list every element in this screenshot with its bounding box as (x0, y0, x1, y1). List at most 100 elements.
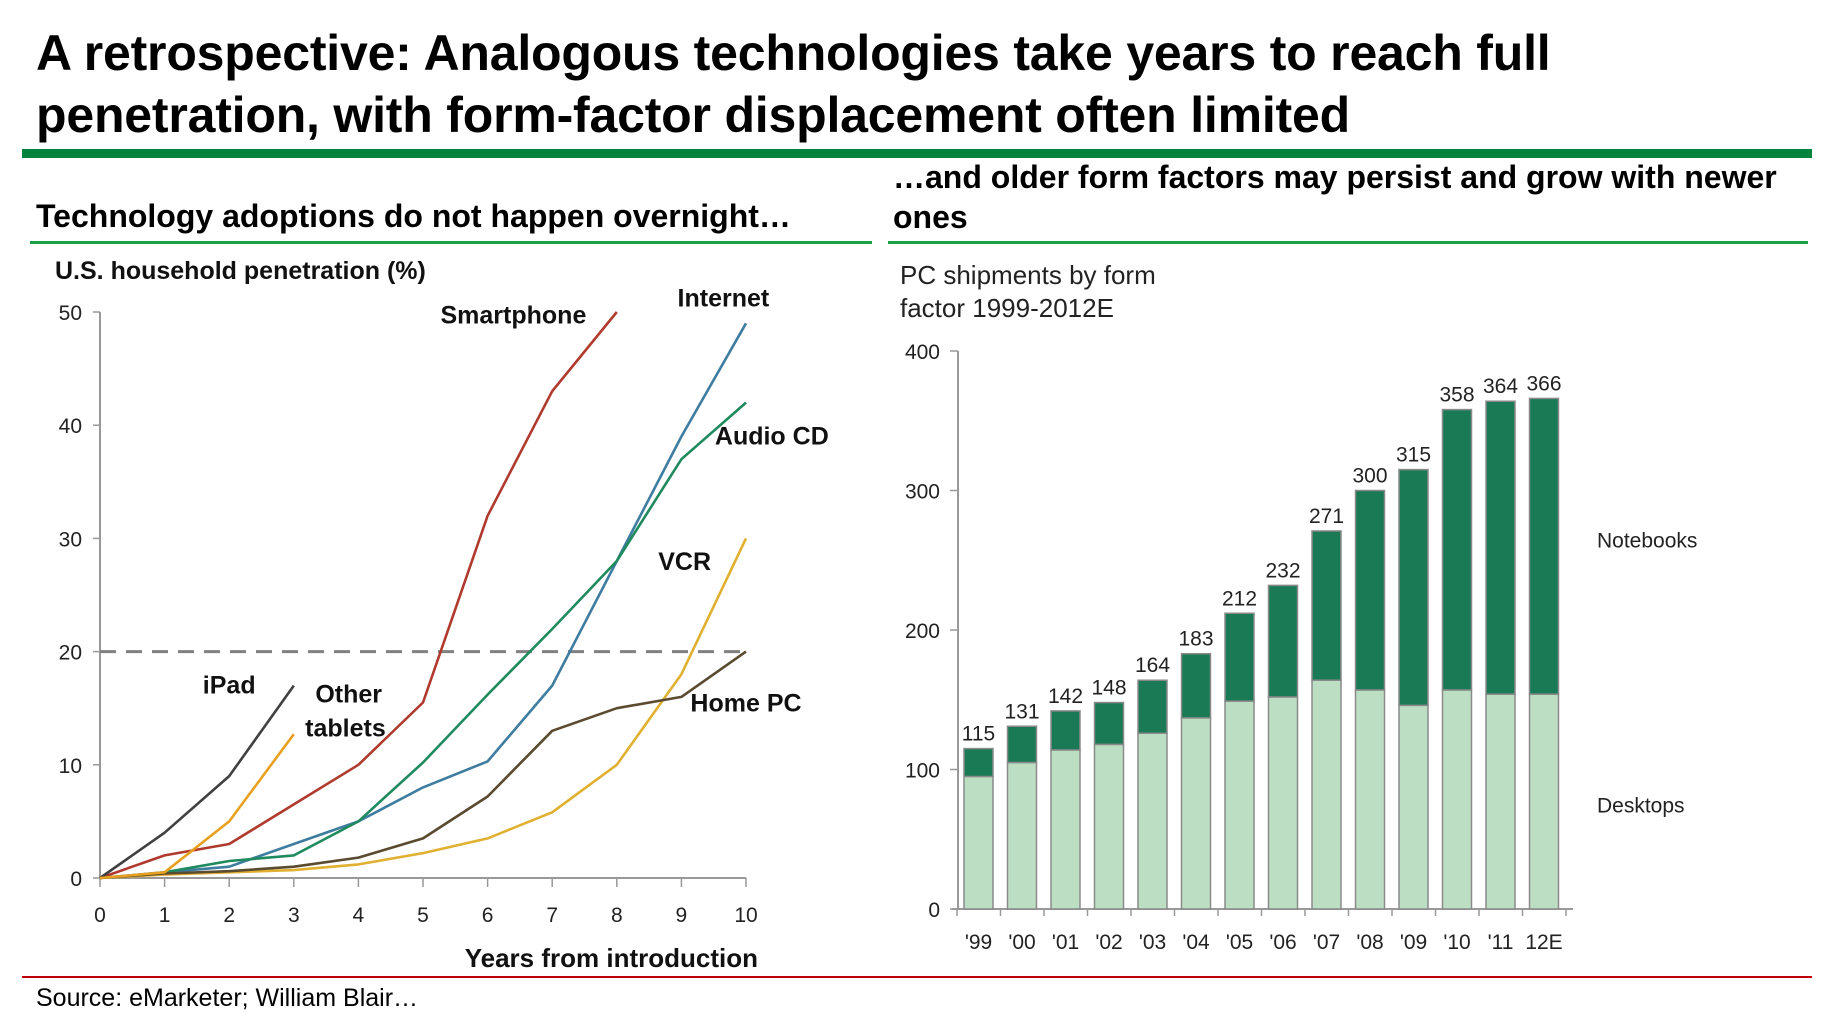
x-tick-label: 12E (1525, 931, 1562, 954)
bar-segment-notebooks-06 (1267, 584, 1299, 698)
bar-segment-notebooks-02 (1093, 701, 1125, 746)
series-label-vcr: VCR (658, 548, 711, 576)
x-tick-label: 9 (676, 904, 688, 927)
x-tick-label: '02 (1095, 931, 1122, 954)
bar-segment-notebooks-08 (1354, 489, 1386, 691)
series-line-vcr (99, 537, 748, 880)
y-tick-label: 50 (59, 302, 82, 325)
x-tick-label: '05 (1226, 931, 1253, 954)
x-tick-label: 4 (353, 904, 365, 927)
bar-total-label: 232 (1265, 559, 1300, 582)
x-tick-label: '00 (1008, 931, 1035, 954)
bar-segment-desktops-10 (1441, 689, 1473, 910)
bar-segment-notebooks-00 (1006, 725, 1038, 764)
series-label-internet: Internet (678, 284, 770, 312)
bar-segment-desktops-01 (1050, 749, 1081, 910)
bar-total-label: 183 (1178, 628, 1213, 651)
bar-segment-notebooks-09 (1398, 468, 1429, 707)
y-tick-label: 100 (905, 760, 940, 783)
bar-total-label: 148 (1091, 677, 1126, 700)
bar-segment-notebooks-99 (963, 747, 994, 778)
bar-segment-notebooks-12E (1528, 397, 1560, 695)
y-tick-label: 0 (70, 868, 82, 891)
y-tick-label: 0 (928, 899, 940, 922)
bar-segment-desktops-07 (1311, 679, 1342, 910)
bar-total-label: 358 (1439, 384, 1474, 407)
bar-segment-desktops-05 (1224, 700, 1255, 910)
x-tick-label: 5 (417, 904, 429, 927)
bar-segment-desktops-00 (1006, 761, 1038, 910)
x-tick-label: '99 (965, 931, 992, 954)
bar-segment-desktops-04 (1180, 717, 1212, 910)
y-tick-label: 40 (59, 415, 82, 438)
bar-segment-notebooks-04 (1180, 652, 1212, 719)
bar-total-label: 212 (1222, 587, 1257, 610)
source-note: Source: eMarketer; William Blair… (36, 984, 419, 1012)
series-line-smartphone (99, 311, 618, 880)
series-line-audio-cd (99, 401, 747, 880)
x-tick-label: 10 (734, 904, 757, 927)
x-tick-label: '08 (1356, 931, 1383, 954)
bar-segment-desktops-99 (963, 775, 994, 910)
bar-segment-notebooks-10 (1441, 408, 1473, 691)
x-tick-label: '09 (1400, 931, 1427, 954)
y-tick-label: 200 (905, 620, 940, 643)
series-line-home-pc (99, 650, 747, 880)
bar-segment-notebooks-07 (1311, 530, 1342, 681)
line-chart-title: U.S. household penetration (%) (55, 257, 426, 285)
x-tick-label: '04 (1182, 931, 1210, 954)
bar-segment-desktops-09 (1398, 704, 1429, 910)
left-section-heading: Technology adoptions do not happen overn… (36, 198, 791, 234)
bar-total-label: 300 (1352, 465, 1387, 488)
bar-segment-desktops-11 (1485, 693, 1516, 910)
x-tick-label: 1 (159, 904, 171, 927)
bar-total-label: 315 (1396, 444, 1431, 467)
bar-segment-desktops-06 (1267, 696, 1299, 910)
series-label-tablets: tablets (305, 715, 386, 743)
x-tick-label: '03 (1139, 931, 1166, 954)
x-tick-label: 0 (94, 904, 106, 927)
legend-desktops: Desktops (1597, 794, 1685, 817)
series-label-home-pc: Home PC (690, 690, 801, 718)
bar-segment-notebooks-11 (1485, 400, 1516, 695)
series-label-smartphone: Smartphone (441, 301, 587, 329)
right-section-rule (888, 241, 1808, 244)
bar-segment-desktops-08 (1354, 689, 1386, 910)
y-tick-label: 20 (59, 642, 82, 665)
series-label-other: Other (315, 681, 382, 709)
x-tick-label: 2 (223, 904, 235, 927)
x-tick-label: '06 (1269, 931, 1296, 954)
bar-total-label: 131 (1004, 700, 1039, 723)
series-line-ipad (99, 684, 295, 880)
title-rule (22, 149, 1812, 158)
penetration-line-chart: U.S. household penetration (%) 010203040… (55, 257, 829, 973)
series-label-audio-cd: Audio CD (715, 422, 829, 450)
bar-segment-notebooks-03 (1137, 679, 1168, 734)
y-tick-label: 30 (59, 528, 82, 551)
footer-rule (22, 976, 1812, 978)
bar-segment-desktops-12E (1528, 693, 1560, 910)
bar-chart-title-line2: factor 1999-2012E (900, 293, 1114, 323)
y-tick-label: 300 (905, 481, 940, 504)
bar-total-label: 271 (1309, 505, 1344, 528)
y-tick-label: 10 (59, 755, 82, 778)
x-tick-label: 3 (288, 904, 300, 927)
bar-total-label: 366 (1526, 372, 1561, 395)
series-line-internet (99, 322, 748, 880)
legend-notebooks: Notebooks (1597, 529, 1697, 552)
bar-segment-notebooks-01 (1050, 710, 1081, 751)
x-tick-label: '10 (1443, 931, 1470, 954)
page-title: A retrospective: Analogous technologies … (36, 25, 1551, 143)
series-line-other-tablets (99, 733, 295, 880)
line-chart-x-axis-label: Years from introduction (465, 943, 758, 973)
x-tick-label: '11 (1488, 931, 1514, 954)
x-tick-label: 8 (611, 904, 623, 927)
x-tick-label: '07 (1313, 931, 1340, 954)
series-label-ipad: iPad (203, 671, 256, 699)
bar-segment-notebooks-05 (1224, 612, 1255, 702)
bar-chart-title-line1: PC shipments by form (900, 260, 1156, 290)
bar-total-label: 115 (962, 723, 995, 746)
pc-shipments-bar-chart: PC shipments by form factor 1999-2012E 0… (900, 260, 1697, 954)
bar-segment-desktops-02 (1093, 743, 1125, 910)
bar-total-label: 364 (1483, 375, 1518, 398)
